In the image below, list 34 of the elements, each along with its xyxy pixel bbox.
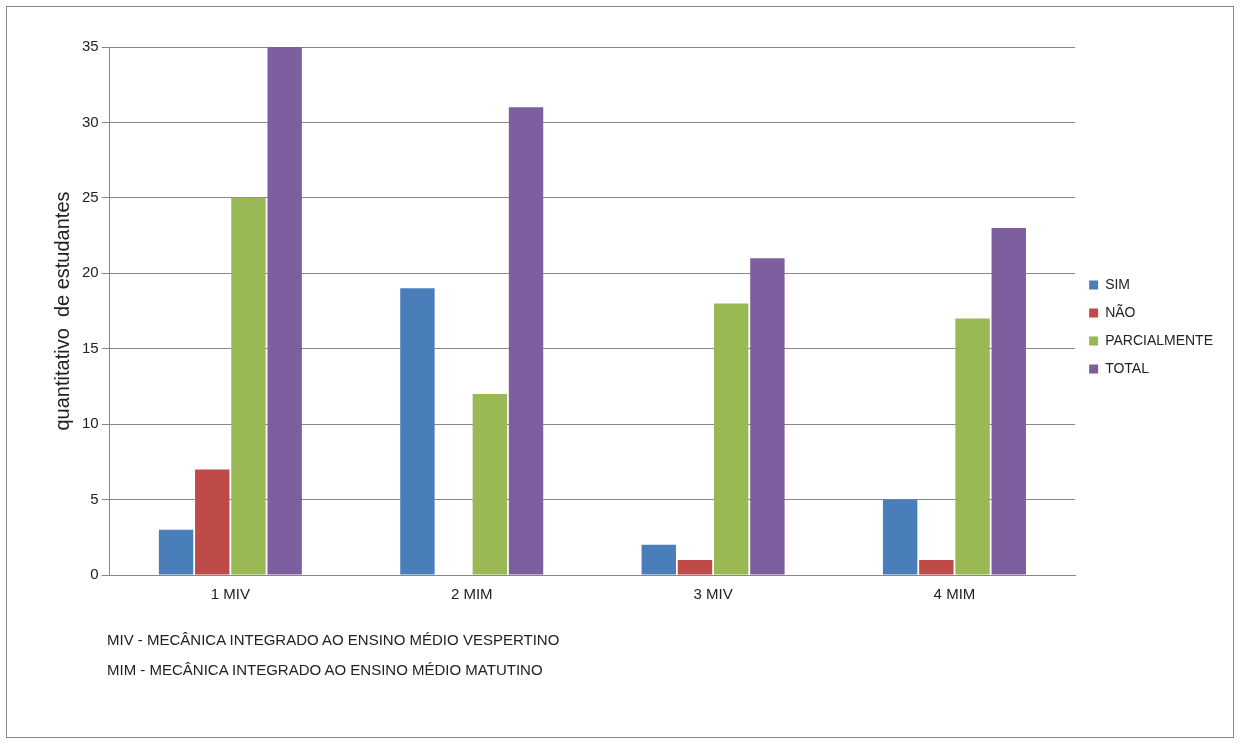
y-tick-label: 15 <box>82 338 99 356</box>
bar <box>713 303 749 575</box>
bar <box>991 228 1026 575</box>
bar <box>882 499 918 575</box>
text: MIV - MECÂNICA INTEGRADO AO ENSINO MÉDIO VESPERTINO <box>107 630 560 650</box>
bar <box>677 559 713 575</box>
y-tick-label: 5 <box>90 489 99 507</box>
legend-label: NÃO <box>1105 303 1136 320</box>
bar <box>400 288 435 575</box>
legend-label: PARCIALMENTE <box>1105 331 1213 348</box>
y-tick-label: 0 <box>90 565 99 583</box>
bar <box>267 47 302 575</box>
y-tick-label: 35 <box>82 37 99 55</box>
bar <box>195 469 230 575</box>
legend-label: TOTAL <box>1105 359 1150 376</box>
bar <box>231 197 266 575</box>
bar <box>641 544 676 575</box>
text: MIM - MECÂNICA INTEGRADO AO ENSINO MÉDIO MATUTINO <box>107 660 544 680</box>
y-axis-title: quantitativo de estudantes <box>50 191 73 431</box>
bar <box>158 529 194 575</box>
bar <box>750 258 785 575</box>
bar <box>919 559 954 575</box>
x-tick-label: 3 MIV <box>693 585 733 603</box>
x-tick-label: 2 MIM <box>450 585 493 603</box>
y-tick-label: 30 <box>82 112 99 130</box>
y-tick-label: 10 <box>82 414 99 432</box>
bar <box>955 318 990 575</box>
y-tick-label: 25 <box>82 188 99 205</box>
legend-label: SIM <box>1105 275 1131 292</box>
x-tick-label: 4 MIM <box>933 585 976 603</box>
x-tick-label: 1 MIV <box>210 585 250 603</box>
bar <box>508 107 544 575</box>
bar <box>472 393 508 575</box>
y-tick-label: 20 <box>82 263 99 281</box>
